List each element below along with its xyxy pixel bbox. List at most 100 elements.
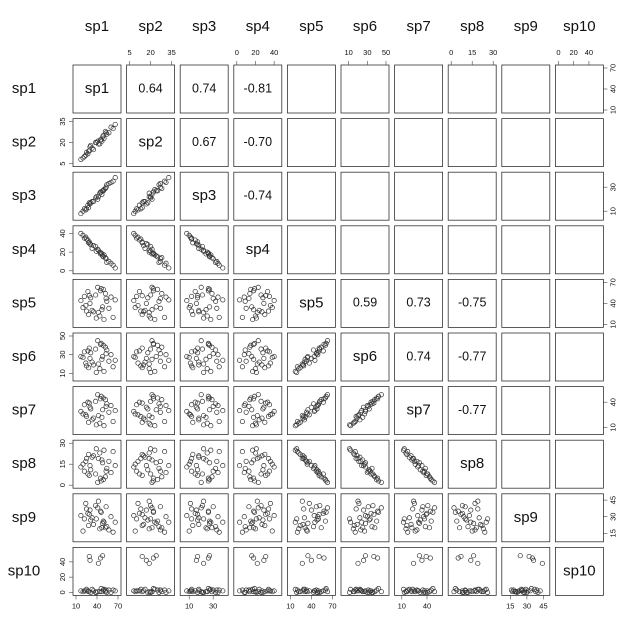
y-tick-label: 40 — [58, 229, 67, 237]
column-label: sp8 — [460, 18, 484, 35]
x-tick-label: 0 — [235, 48, 239, 57]
point — [263, 345, 269, 351]
y-tick-label: 45 — [608, 496, 617, 504]
point — [369, 524, 375, 530]
point — [292, 423, 298, 429]
point — [196, 362, 202, 368]
point — [294, 587, 300, 593]
point — [189, 516, 195, 522]
x-tick-label: 35 — [167, 48, 175, 57]
point — [468, 519, 474, 525]
point — [106, 358, 112, 364]
point — [99, 525, 105, 531]
point — [251, 478, 258, 484]
point — [93, 346, 99, 352]
point — [353, 506, 359, 512]
point — [162, 364, 168, 370]
point — [95, 560, 101, 566]
panel — [179, 278, 229, 328]
point — [372, 525, 378, 531]
point — [430, 478, 436, 484]
point — [112, 588, 118, 594]
panel — [394, 64, 444, 114]
point — [196, 415, 202, 421]
point — [190, 419, 196, 425]
point — [166, 265, 172, 271]
point — [251, 457, 257, 463]
point — [83, 458, 89, 464]
panel — [555, 439, 604, 489]
point — [98, 340, 104, 347]
point — [149, 457, 155, 463]
point — [371, 553, 377, 560]
diagonal-label: sp2 — [139, 134, 163, 151]
point — [145, 350, 151, 356]
correlation: 0.67 — [192, 135, 216, 149]
diagonal-label: sp7 — [407, 402, 431, 419]
panel — [179, 439, 229, 489]
x-tick-label: 50 — [382, 48, 390, 57]
point — [249, 553, 255, 559]
point — [104, 524, 110, 530]
point — [451, 589, 457, 595]
point — [259, 415, 265, 421]
point — [475, 586, 481, 592]
x-tick-label: 40 — [93, 601, 101, 610]
panel — [233, 332, 283, 382]
point — [368, 510, 374, 516]
point — [192, 510, 198, 516]
point — [352, 529, 358, 535]
point — [156, 524, 162, 530]
point — [100, 286, 106, 292]
point — [93, 248, 99, 254]
x-tick-label: 20 — [570, 48, 578, 57]
point — [262, 451, 268, 457]
point — [100, 553, 106, 559]
point — [156, 465, 162, 471]
point — [263, 553, 269, 560]
point — [305, 553, 311, 559]
point — [301, 506, 307, 512]
point — [266, 516, 273, 522]
point — [414, 458, 420, 464]
point — [315, 470, 321, 476]
point — [253, 315, 259, 321]
point — [516, 588, 522, 594]
point — [95, 505, 101, 511]
point — [93, 292, 99, 298]
point — [308, 404, 314, 410]
point — [220, 463, 226, 469]
point — [163, 589, 169, 595]
panel — [126, 493, 175, 543]
point — [201, 498, 207, 504]
point — [131, 464, 137, 470]
point — [303, 458, 310, 464]
panel — [233, 493, 283, 543]
point — [112, 121, 118, 127]
point — [220, 408, 226, 414]
point — [148, 398, 154, 404]
point — [86, 419, 92, 425]
column-label: sp2 — [139, 18, 163, 35]
point — [259, 362, 265, 368]
point — [347, 519, 354, 525]
point — [95, 479, 101, 485]
point — [89, 359, 95, 365]
point — [411, 458, 417, 464]
x-tick-label: 40 — [585, 48, 593, 57]
point — [112, 519, 118, 525]
point — [108, 403, 114, 409]
point — [83, 413, 90, 420]
point — [135, 360, 141, 366]
point — [374, 518, 380, 524]
point — [190, 312, 196, 318]
point — [220, 588, 226, 594]
point — [354, 453, 360, 459]
point — [300, 362, 306, 368]
point — [108, 260, 114, 266]
panel — [179, 547, 229, 596]
point — [150, 286, 156, 292]
point — [152, 423, 158, 429]
point — [412, 461, 418, 467]
point — [359, 588, 365, 594]
